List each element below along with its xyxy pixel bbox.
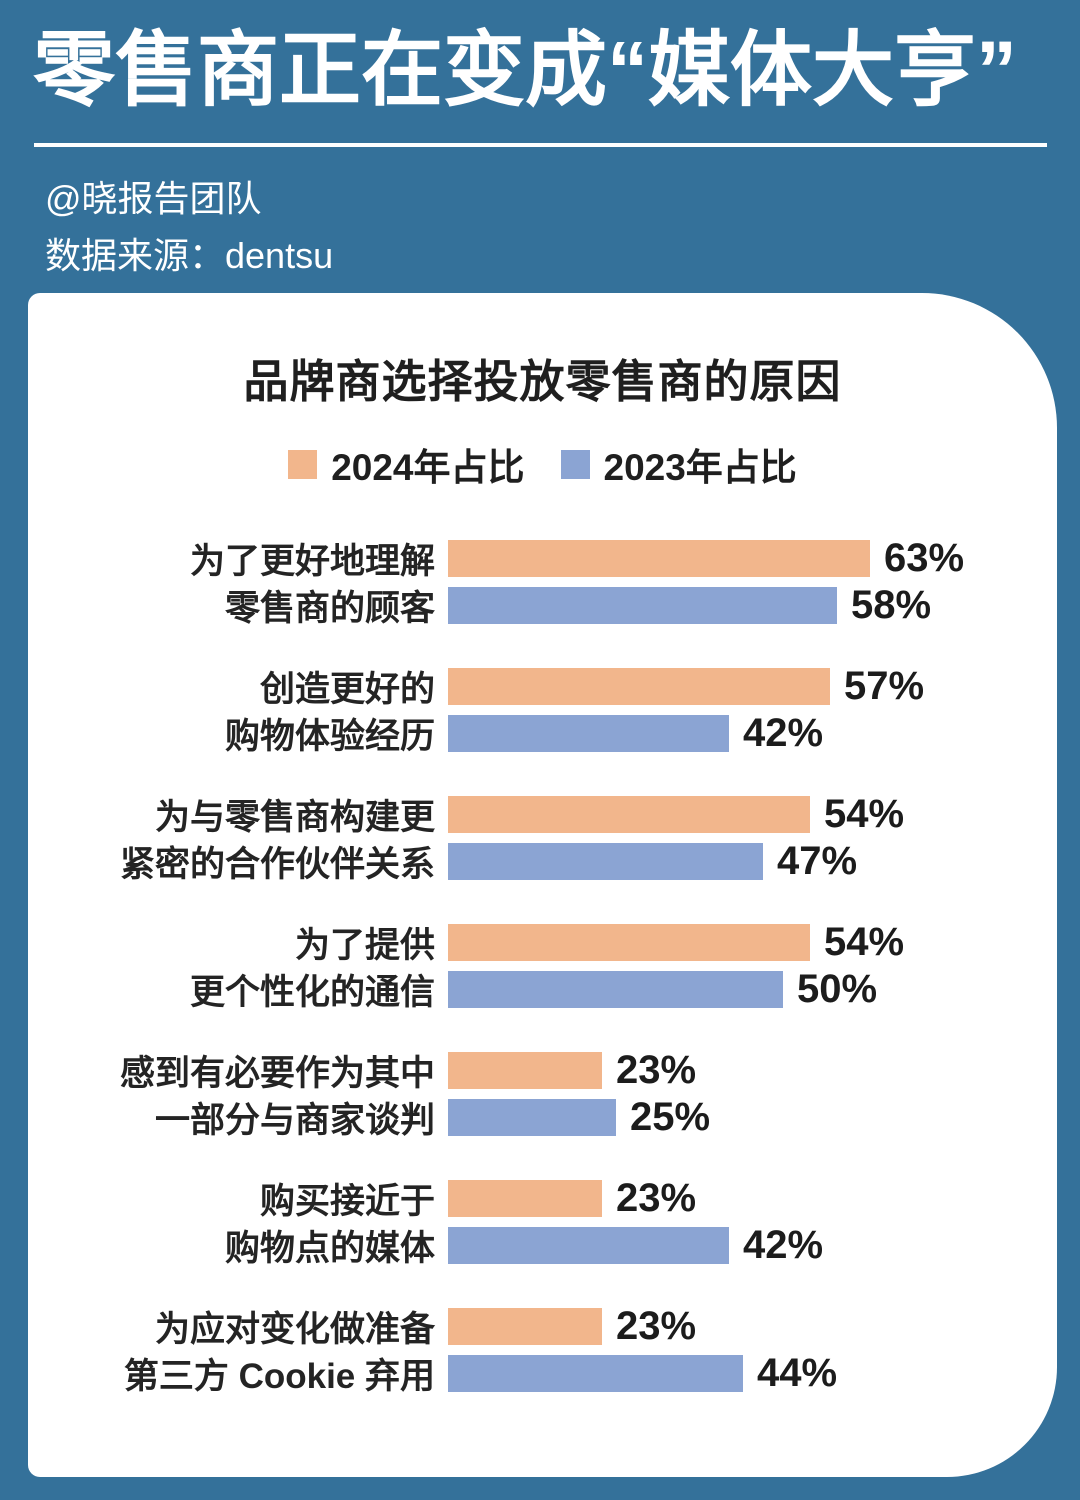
legend-swatch-2024 xyxy=(288,449,318,479)
bar-value-label: 25% xyxy=(630,1095,711,1139)
category-label: 购物体验经历 xyxy=(224,717,435,756)
bar-row: 购物体验经历 42% xyxy=(28,711,1057,756)
chart-group: 购买接近于 23% 购物点的媒体 42% xyxy=(28,1176,1057,1268)
category-label: 紧密的合作伙伴关系 xyxy=(119,845,435,884)
bar-value-label: 44% xyxy=(757,1351,838,1395)
legend-label-2024: 2024年占比 xyxy=(331,447,525,488)
bar-value-label: 23% xyxy=(616,1048,697,1092)
author-byline: @晓报告团队 xyxy=(45,178,262,219)
bar-2023 xyxy=(448,1355,743,1392)
bar-2023 xyxy=(448,1099,616,1136)
bar-2024 xyxy=(448,1052,602,1089)
bar-value-label: 54% xyxy=(824,920,905,964)
bar-value-label: 54% xyxy=(824,792,905,836)
bar-row: 紧密的合作伙伴关系 47% xyxy=(28,839,1057,884)
bar-2023 xyxy=(448,715,729,752)
bar-2024 xyxy=(448,1308,602,1345)
category-label: 更个性化的通信 xyxy=(189,973,435,1012)
bar-2024 xyxy=(448,1180,602,1217)
bar-2024 xyxy=(448,796,810,833)
bar-2024 xyxy=(448,924,810,961)
bar-row: 购买接近于 23% xyxy=(28,1176,1057,1221)
bar-chart: 为了更好地理解 63% 零售商的顾客 58% 创造更好的 57% 购物体验经历 42% 为与零售… xyxy=(28,536,1057,1436)
category-label: 为应对变化做准备 xyxy=(154,1310,435,1349)
bar-row: 感到有必要作为其中 23% xyxy=(28,1048,1057,1093)
category-label: 为了提供 xyxy=(294,926,435,965)
chart-group: 为了提供 54% 更个性化的通信 50% xyxy=(28,920,1057,1012)
chart-group: 为了更好地理解 63% 零售商的顾客 58% xyxy=(28,536,1057,628)
legend-label-2023: 2023年占比 xyxy=(603,447,797,488)
bar-value-label: 47% xyxy=(777,839,858,883)
legend-item-2024: 2024年占比 xyxy=(288,437,525,491)
page-title: 零售商正在变成“媒体大亨” xyxy=(33,25,1018,116)
bar-2024 xyxy=(448,668,830,705)
bar-row: 一部分与商家谈判 25% xyxy=(28,1095,1057,1140)
chart-group: 创造更好的 57% 购物体验经历 42% xyxy=(28,664,1057,756)
bar-row: 为应对变化做准备 23% xyxy=(28,1304,1057,1349)
category-label: 第三方 Cookie 弃用 xyxy=(123,1357,435,1396)
bar-row: 更个性化的通信 50% xyxy=(28,967,1057,1012)
bar-row: 为与零售商构建更 54% xyxy=(28,792,1057,837)
bar-value-label: 23% xyxy=(616,1304,697,1348)
bar-value-label: 50% xyxy=(797,967,878,1011)
bar-row: 零售商的顾客 58% xyxy=(28,583,1057,628)
bar-row: 购物点的媒体 42% xyxy=(28,1223,1057,1268)
bar-2023 xyxy=(448,587,837,624)
chart-title: 品牌商选择投放零售商的原因 xyxy=(243,356,842,407)
bar-2023 xyxy=(448,843,763,880)
bar-row: 第三方 Cookie 弃用 44% xyxy=(28,1351,1057,1396)
bar-2023 xyxy=(448,971,783,1008)
bar-row: 为了提供 54% xyxy=(28,920,1057,965)
legend-item-2023: 2023年占比 xyxy=(560,437,797,491)
category-label: 零售商的顾客 xyxy=(224,589,435,628)
bar-2023 xyxy=(448,1227,729,1264)
bar-row: 创造更好的 57% xyxy=(28,664,1057,709)
category-label: 购买接近于 xyxy=(259,1182,435,1221)
data-source: 数据来源：dentsu xyxy=(45,235,334,276)
chart-legend: 2024年占比 2023年占比 xyxy=(28,437,1057,491)
category-label: 一部分与商家谈判 xyxy=(154,1101,435,1140)
category-label: 购物点的媒体 xyxy=(224,1229,435,1268)
bar-value-label: 58% xyxy=(851,583,932,627)
category-label: 为与零售商构建更 xyxy=(154,798,435,837)
chart-card: 品牌商选择投放零售商的原因 2024年占比 2023年占比 为了更好地理解 63%… xyxy=(28,293,1057,1477)
header-divider xyxy=(34,143,1047,147)
bar-value-label: 57% xyxy=(844,664,925,708)
chart-group: 为应对变化做准备 23% 第三方 Cookie 弃用 44% xyxy=(28,1304,1057,1396)
chart-group: 感到有必要作为其中 23% 一部分与商家谈判 25% xyxy=(28,1048,1057,1140)
bar-value-label: 42% xyxy=(743,1223,824,1267)
bar-value-label: 23% xyxy=(616,1176,697,1220)
bar-2024 xyxy=(448,540,870,577)
category-label: 感到有必要作为其中 xyxy=(119,1054,435,1093)
chart-group: 为与零售商构建更 54% 紧密的合作伙伴关系 47% xyxy=(28,792,1057,884)
category-label: 创造更好的 xyxy=(259,670,435,709)
bar-value-label: 42% xyxy=(743,711,824,755)
bar-row: 为了更好地理解 63% xyxy=(28,536,1057,581)
category-label: 为了更好地理解 xyxy=(189,542,435,581)
legend-swatch-2023 xyxy=(560,449,590,479)
bar-value-label: 63% xyxy=(884,536,965,580)
